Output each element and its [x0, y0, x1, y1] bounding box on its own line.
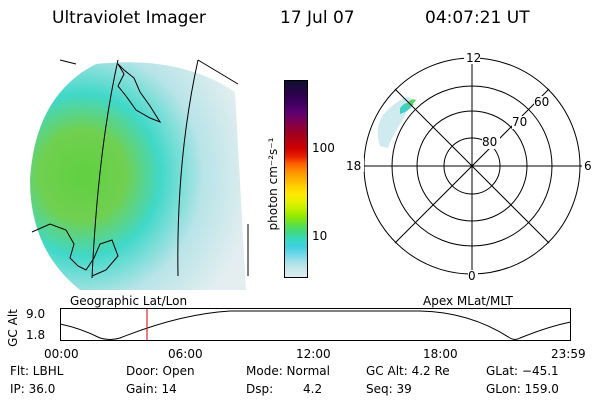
timeline-xtick-1800: 18:00 [423, 347, 458, 361]
status-filter: Flt: LBHL [10, 364, 64, 378]
coastline-south [31, 223, 119, 277]
timeline-xtick-2359: 23:59 [551, 347, 586, 361]
status-gain: Gain: 14 [126, 382, 177, 396]
timeline-ytick-min: 1.8 [26, 328, 46, 342]
mlt-label-6: 6 [584, 159, 592, 173]
status-glat: GLat: −45.1 [486, 364, 559, 378]
timeline-xtick-0600: 06:00 [168, 347, 203, 361]
status-ip: IP: 36.0 [10, 382, 56, 396]
time-label: 04:07:21 UT [425, 8, 530, 28]
status-seq: Seq: 39 [366, 382, 412, 396]
status-dsp-value: 4.2 [303, 382, 323, 396]
colorbar-tick-10: 10 [312, 229, 328, 243]
timeline-xtick-0000: 00:00 [44, 347, 79, 361]
status-dsp-label: Dsp: [246, 382, 274, 396]
lat-label-70: 70 [512, 115, 527, 129]
status-glon: GLon: 159.0 [486, 382, 559, 396]
auroral-emission [30, 62, 246, 290]
mlt-label-0: 0 [468, 269, 476, 283]
lat-label-60: 60 [534, 95, 549, 109]
polar-emission-core [400, 102, 414, 114]
longitude-line [91, 59, 119, 279]
colorbar-gradient [285, 81, 307, 277]
altitude-curve [60, 310, 572, 340]
date-label: 17 Jul 07 [280, 8, 355, 28]
status-door: Door: Open [126, 364, 195, 378]
coastline-north [117, 63, 162, 124]
colorbar [284, 80, 308, 278]
colorbar-unit-label: photon cm⁻²s⁻¹ [266, 137, 280, 231]
latitude-line [59, 59, 77, 65]
polar-axis [394, 88, 550, 244]
status-gc-alt: GC Alt: 4.2 Re [366, 364, 450, 378]
geo-panel-label: Geographic Lat/Lon [70, 294, 188, 308]
timeline-ytick-max: 9.0 [26, 307, 46, 321]
longitude-line [177, 59, 199, 277]
polar-panel-label: Apex MLat/MLT [423, 294, 513, 308]
colorbar-tick-100: 100 [312, 141, 335, 155]
timeline-axis-label: GC Alt [5, 309, 20, 347]
lat-label-80: 80 [482, 135, 497, 149]
mlt-label-18: 18 [346, 159, 361, 173]
app-title: Ultraviolet Imager [52, 8, 206, 28]
status-mode: Mode: Normal [246, 364, 330, 378]
mlt-label-12: 12 [466, 51, 481, 65]
longitude-line [197, 59, 239, 85]
timeline-xtick-1200: 12:00 [296, 347, 331, 361]
altitude-timeline [60, 308, 572, 341]
polar-plot: 12 18 6 0 60 70 80 [346, 51, 592, 284]
